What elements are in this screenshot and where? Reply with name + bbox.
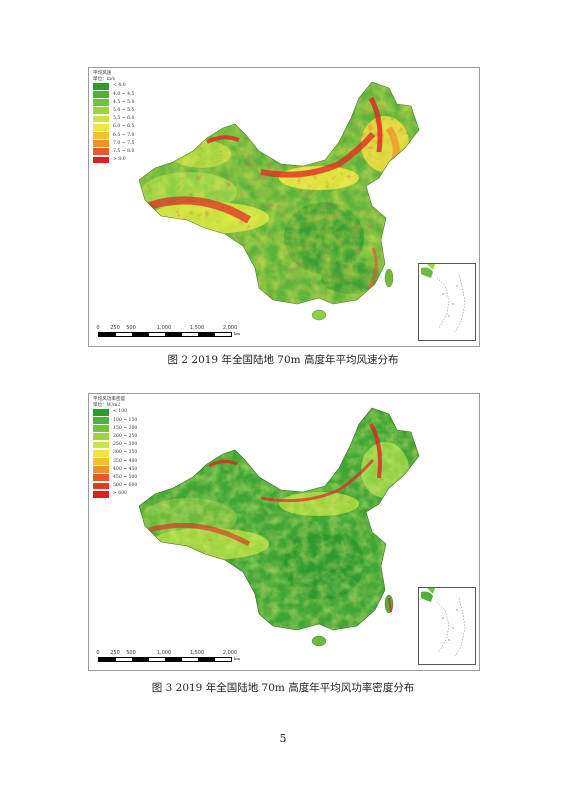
legend-item: 5.5 ~ 6.0 xyxy=(93,115,134,123)
scale-bar: 0 250 500 1,000 1,500 2,000 km xyxy=(96,325,248,337)
legend-item: 300 ~ 350 xyxy=(93,449,137,457)
legend-label: 4.5 ~ 5.0 xyxy=(113,99,135,105)
legend-label: 300 ~ 350 xyxy=(113,450,138,456)
legend-item: < 100 xyxy=(93,408,137,416)
legend-item: 100 ~ 150 xyxy=(93,416,137,424)
scale-tick: 2,000 xyxy=(222,325,238,331)
wind-speed-legend: 平均风速 单位：m/s < 4.0 4.0 ~ 4.5 4.5 ~ 5.0 5.0 ~… xyxy=(93,71,134,164)
legend-label: > 8.0 xyxy=(113,157,126,163)
legend-item: > 8.0 xyxy=(93,156,134,164)
scale-tick: 1,000 xyxy=(156,325,172,331)
scale-unit: km xyxy=(234,656,241,661)
legend-item: 450 ~ 500 xyxy=(93,474,137,482)
legend-label: 500 ~ 600 xyxy=(113,483,138,489)
legend-swatch xyxy=(93,107,109,115)
page-number: 5 xyxy=(279,732,287,745)
wind-speed-map: 平均风速 单位：m/s < 4.0 4.0 ~ 4.5 4.5 ~ 5.0 5.0 ~… xyxy=(88,67,480,347)
legend-label: 7.0 ~ 7.5 xyxy=(113,140,135,146)
legend-item: 500 ~ 600 xyxy=(93,482,137,490)
legend-item: 4.0 ~ 4.5 xyxy=(93,90,134,98)
figure-3-caption: 图 3 2019 年全国陆地 70m 高度年平均风功率密度分布 xyxy=(151,682,415,694)
scale-tick: 250 xyxy=(110,650,120,656)
legend-label: < 100 xyxy=(113,409,128,415)
legend-label: 250 ~ 300 xyxy=(113,442,138,448)
scale-bar-ticks: 0 250 500 1,000 1,500 2,000 xyxy=(96,650,248,656)
legend-label: > 600 xyxy=(113,491,128,497)
wind-power-density-map: 平均风功率密度 单位：W/m2 < 100 100 ~ 150 150 ~ 200 2… xyxy=(88,393,480,671)
legend-item: 4.5 ~ 5.0 xyxy=(93,99,134,107)
scale-tick: 0 xyxy=(96,650,100,656)
legend-label: 350 ~ 400 xyxy=(113,458,138,464)
legend-swatch xyxy=(93,433,109,441)
scale-tick: 500 xyxy=(126,650,136,656)
legend-unit: 单位：m/s xyxy=(93,76,116,82)
legend-label: 450 ~ 500 xyxy=(113,474,138,480)
legend-swatch xyxy=(93,99,109,107)
legend-swatch xyxy=(93,441,109,449)
scale-tick: 1,500 xyxy=(189,325,205,331)
legend-label: 100 ~ 150 xyxy=(113,417,138,423)
legend-swatch xyxy=(93,449,109,457)
legend-swatch xyxy=(93,123,109,131)
scale-tick: 500 xyxy=(126,325,136,331)
figure-2-caption: 图 2 2019 年全国陆地 70m 高度年平均风速分布 xyxy=(167,354,399,366)
legend-label: 5.0 ~ 5.5 xyxy=(113,108,135,114)
legend-swatch xyxy=(93,417,109,424)
legend-swatch xyxy=(93,115,109,123)
scale-bar-ticks: 0 250 500 1,000 1,500 2,000 xyxy=(96,325,248,331)
legend-swatch xyxy=(93,458,109,465)
legend-title: 平均风速 xyxy=(93,71,112,76)
legend-swatch xyxy=(93,482,109,490)
legend-swatch xyxy=(93,148,109,156)
legend-label: 6.0 ~ 6.5 xyxy=(113,124,135,130)
scale-tick: 1,000 xyxy=(156,650,172,656)
legend-swatch xyxy=(93,132,109,139)
south-china-sea-inset xyxy=(418,263,476,341)
scale-bar: 0 250 500 1,000 1,500 2,000 km xyxy=(96,650,248,662)
legend-item: 7.0 ~ 7.5 xyxy=(93,140,134,148)
scale-tick: 0 xyxy=(96,325,100,331)
scale-tick: 2,000 xyxy=(222,650,238,656)
legend-title: 平均风功率密度 xyxy=(93,397,126,402)
legend-swatch xyxy=(93,91,109,98)
legend-swatch xyxy=(93,466,109,473)
legend-swatch xyxy=(93,82,109,90)
legend-item: 6.0 ~ 6.5 xyxy=(93,123,134,131)
legend-item: 400 ~ 450 xyxy=(93,466,137,474)
scale-bar-segments xyxy=(98,332,232,337)
legend-item: 7.5 ~ 8.0 xyxy=(93,148,134,156)
legend-swatch xyxy=(93,408,109,416)
wind-power-density-map-graphic xyxy=(138,407,420,647)
wind-speed-map-graphic xyxy=(138,81,420,321)
wind-power-density-legend: 平均风功率密度 单位：W/m2 < 100 100 ~ 150 150 ~ 200 2… xyxy=(93,397,137,498)
scale-tick: 1,500 xyxy=(189,650,205,656)
legend-label: 4.0 ~ 4.5 xyxy=(113,91,135,97)
legend-label: 7.5 ~ 8.0 xyxy=(113,148,135,154)
legend-label: 5.5 ~ 6.0 xyxy=(113,116,135,122)
legend-label: 6.5 ~ 7.0 xyxy=(113,132,135,138)
legend-swatch xyxy=(93,474,109,482)
legend-swatch xyxy=(93,425,109,433)
scale-unit: km xyxy=(234,331,241,336)
scale-tick: 250 xyxy=(110,325,120,331)
legend-swatch xyxy=(93,156,109,164)
legend-item: 250 ~ 300 xyxy=(93,441,137,449)
legend-label: 400 ~ 450 xyxy=(113,466,138,472)
legend-swatch xyxy=(93,140,109,147)
legend-label: < 4.0 xyxy=(113,83,126,89)
legend-label: 150 ~ 200 xyxy=(113,425,138,431)
legend-item: 5.0 ~ 5.5 xyxy=(93,107,134,115)
legend-item: 350 ~ 400 xyxy=(93,457,137,465)
legend-item: < 4.0 xyxy=(93,82,134,90)
legend-unit: 单位：W/m2 xyxy=(93,402,121,408)
legend-item: 150 ~ 200 xyxy=(93,425,137,433)
legend-swatch xyxy=(93,490,109,498)
legend-label: 200 ~ 250 xyxy=(113,434,138,440)
south-china-sea-inset xyxy=(418,587,476,665)
legend-item: 6.5 ~ 7.0 xyxy=(93,131,134,139)
scale-bar-segments xyxy=(98,657,232,662)
legend-item: > 600 xyxy=(93,490,137,498)
legend-item: 200 ~ 250 xyxy=(93,433,137,441)
